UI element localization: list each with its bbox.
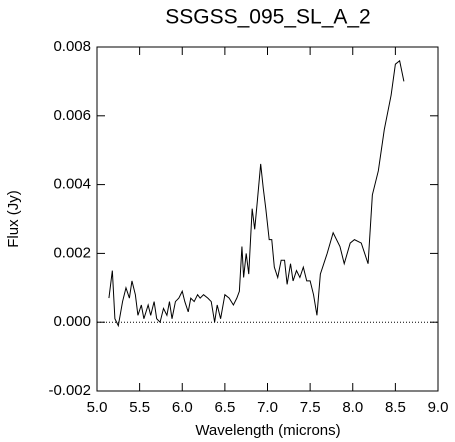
y-tick-label: 0.000 <box>53 313 91 330</box>
x-axis-label: Wavelength (microns) <box>195 422 340 439</box>
x-tick-label: 6.0 <box>172 399 193 416</box>
y-tick-label: 0.004 <box>53 176 91 193</box>
y-tick-label: 0.008 <box>53 38 91 55</box>
x-tick-label: 9.0 <box>428 399 449 416</box>
chart-title: SSGSS_095_SL_A_2 <box>165 6 371 29</box>
x-tick-label: 7.5 <box>300 399 321 416</box>
plot-frame <box>96 46 439 392</box>
x-tick-label: 8.5 <box>385 399 406 416</box>
y-tick-label: -0.002 <box>48 382 91 399</box>
y-axis-label: Flux (Jy) <box>5 190 22 248</box>
spectrum-line <box>108 59 405 328</box>
y-tick-label: 0.006 <box>53 107 91 124</box>
y-tick-label: 0.002 <box>53 244 91 261</box>
x-tick-label: 6.5 <box>214 399 235 416</box>
x-tick-label: 7.0 <box>257 399 278 416</box>
x-tick-label: 5.5 <box>129 399 150 416</box>
x-tick-label: 8.0 <box>342 399 363 416</box>
x-tick-label: 5.0 <box>87 399 108 416</box>
